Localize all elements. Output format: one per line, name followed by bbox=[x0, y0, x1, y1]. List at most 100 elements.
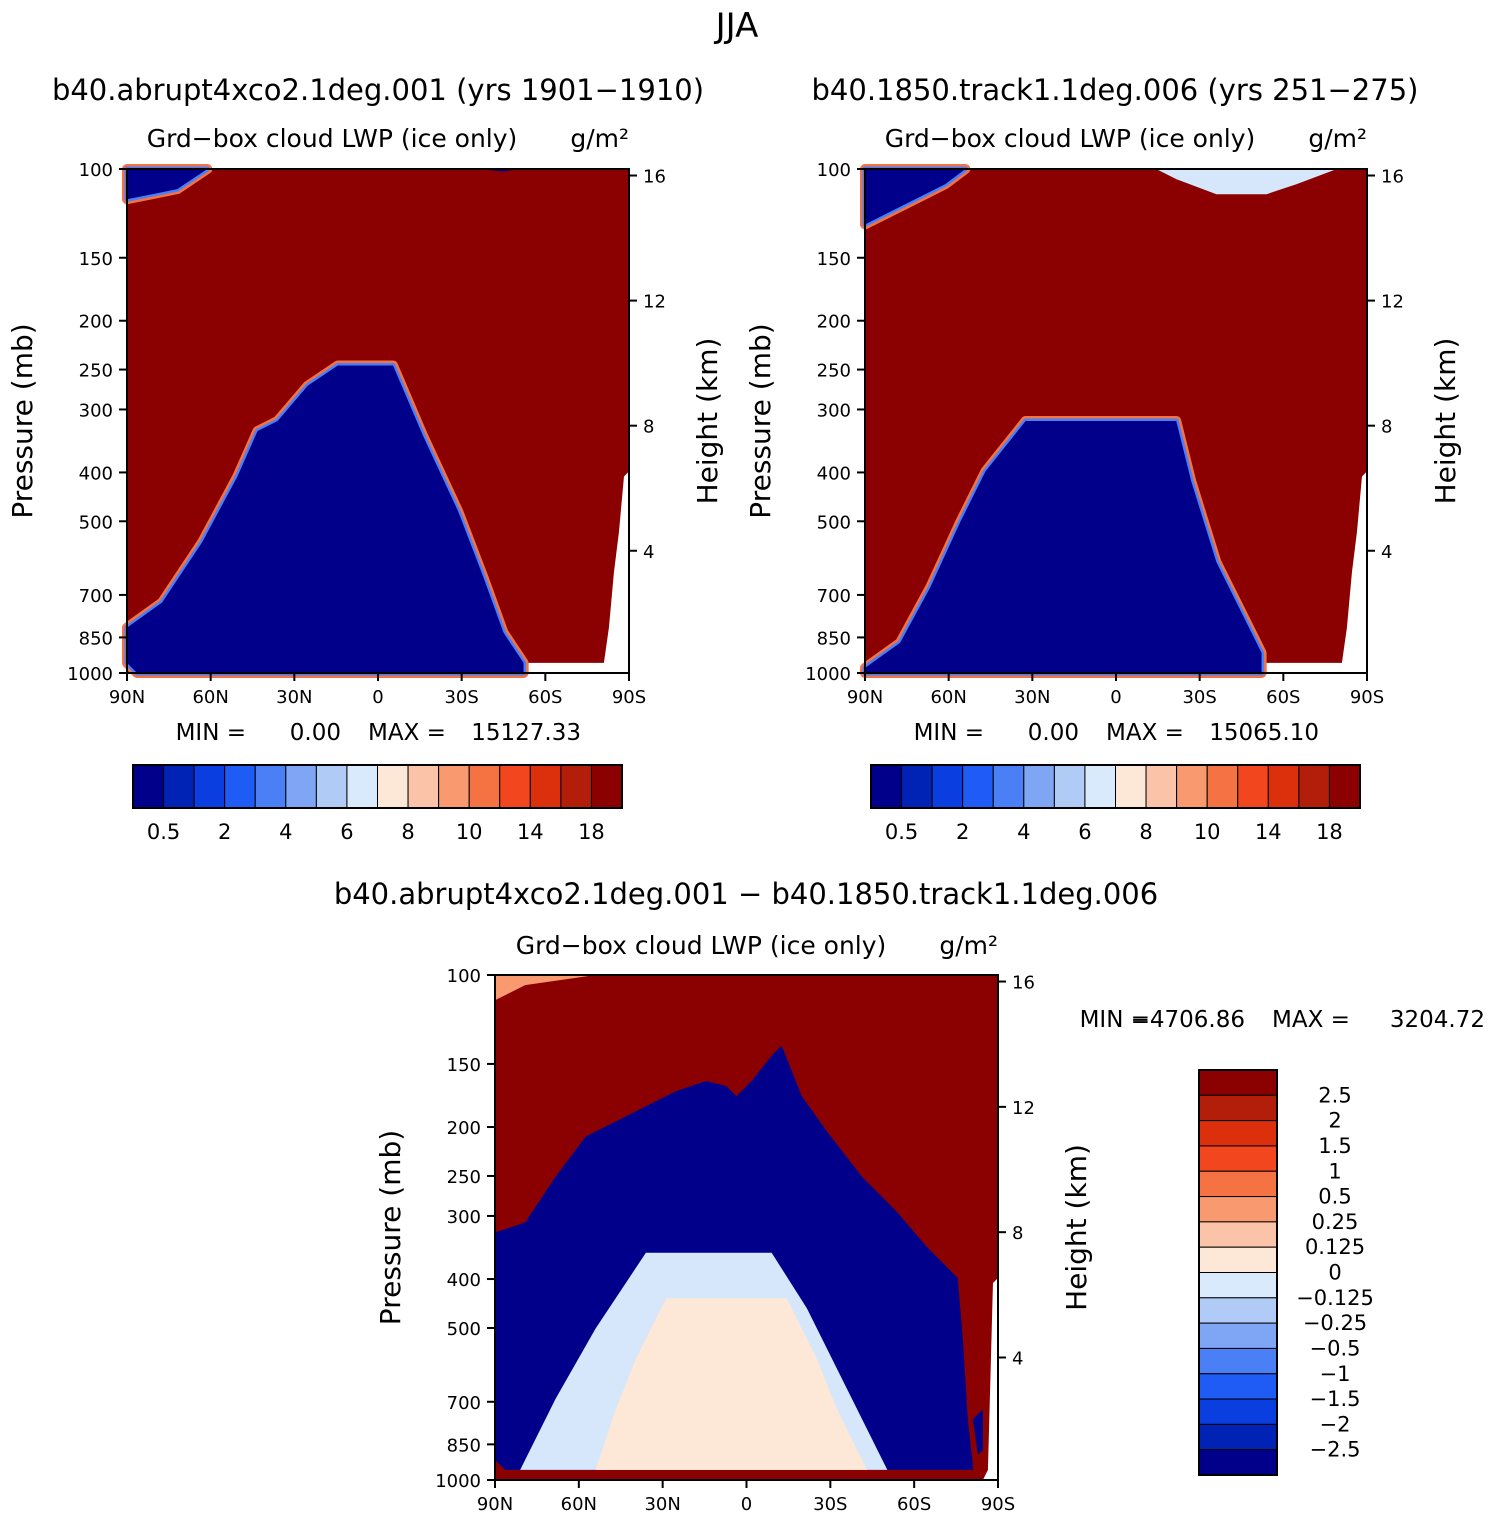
colorbar-swatch bbox=[992, 764, 1025, 809]
colorbar-swatch bbox=[1198, 1297, 1278, 1324]
colorbar-swatch bbox=[1198, 1246, 1278, 1273]
colorbar-swatch bbox=[438, 764, 470, 809]
field-region-dark_blue bbox=[865, 421, 1262, 673]
colorbar-swatch bbox=[315, 764, 348, 809]
colorbar-label: 10 bbox=[1194, 820, 1221, 844]
max-label: MAX = bbox=[1272, 1007, 1350, 1033]
colorbar-label: 14 bbox=[1255, 820, 1282, 844]
max-value: 15127.33 bbox=[471, 720, 581, 746]
x-tick-label: 30S bbox=[1182, 687, 1216, 708]
colorbar-label: −2.5 bbox=[1310, 1438, 1361, 1462]
height-tick-label: 12 bbox=[643, 292, 666, 313]
units-label: g/m² bbox=[939, 931, 998, 960]
y-tick-label: 1000 bbox=[67, 664, 113, 685]
height-tick-label: 8 bbox=[1012, 1223, 1023, 1244]
min-value: 0.00 bbox=[1028, 720, 1079, 746]
colorbar-swatch bbox=[1198, 1094, 1278, 1122]
x-tick-label: 0 bbox=[1110, 687, 1121, 708]
colorbar-swatch bbox=[1198, 1398, 1278, 1425]
x-tick-label: 30N bbox=[1014, 687, 1050, 708]
colorbar-label: 2 bbox=[956, 820, 969, 844]
y-tick-label: 500 bbox=[79, 512, 113, 533]
chart-panel-2: b40.1850.track1.1deg.006 (yrs 251−275) Gr… bbox=[744, 73, 1462, 844]
y-tick-label: 400 bbox=[817, 463, 851, 484]
y-tick-label: 250 bbox=[817, 361, 851, 382]
field-region-dark_blue bbox=[127, 169, 208, 200]
colorbar-swatch bbox=[901, 764, 933, 809]
colorbar-swatch bbox=[1084, 764, 1116, 809]
colorbar-label: 4 bbox=[279, 820, 292, 844]
field-missing-data bbox=[1266, 471, 1367, 673]
colorbar-swatch bbox=[1328, 764, 1361, 809]
chart-panel-1: b40.abrupt4xco2.1deg.001 (yrs 1901−1910)… bbox=[6, 73, 724, 844]
y-tick-label: 150 bbox=[447, 1055, 481, 1076]
height-tick-label: 8 bbox=[1381, 417, 1392, 438]
colorbar-label: −1 bbox=[1320, 1362, 1351, 1386]
y-axis-label: Pressure (mb) bbox=[374, 1130, 407, 1325]
max-value: 15065.10 bbox=[1209, 720, 1319, 746]
y-tick-label: 200 bbox=[817, 312, 851, 333]
height-tick-label: 4 bbox=[643, 542, 654, 563]
y-tick-label: 500 bbox=[817, 512, 851, 533]
y-tick-label: 100 bbox=[817, 160, 851, 181]
max-label: MAX = bbox=[1106, 720, 1184, 746]
colorbar-swatch bbox=[468, 764, 501, 809]
colorbar-swatch bbox=[407, 764, 440, 809]
colorbar-label: 18 bbox=[578, 820, 605, 844]
y-axis-label: Pressure (mb) bbox=[744, 323, 777, 518]
x-tick-label: 30S bbox=[444, 687, 478, 708]
field-region-peach bbox=[595, 1298, 868, 1470]
y-tick-label: 300 bbox=[817, 400, 851, 421]
colorbar-swatch bbox=[1198, 1423, 1278, 1451]
y-axis-label-right: Height (km) bbox=[1060, 1144, 1093, 1311]
y-tick-label: 150 bbox=[817, 249, 851, 270]
y-axis-label: Pressure (mb) bbox=[6, 323, 39, 518]
chart-title: b40.1850.track1.1deg.006 (yrs 251−275) bbox=[812, 73, 1419, 107]
colorbar-label: 0.5 bbox=[1318, 1185, 1351, 1209]
x-tick-label: 90N bbox=[847, 687, 883, 708]
min-label: MIN = bbox=[176, 720, 246, 746]
colorbar-label: 10 bbox=[456, 820, 483, 844]
colorbar-swatch bbox=[346, 764, 378, 809]
colorbar-swatch bbox=[1198, 1120, 1278, 1147]
chart-panel-3: b40.abrupt4xco2.1deg.001 − b40.1850.trac… bbox=[334, 877, 1485, 1515]
colorbar-swatch bbox=[1206, 764, 1239, 809]
x-tick-label: 90N bbox=[109, 687, 145, 708]
colorbar-swatch bbox=[1053, 764, 1086, 809]
height-tick-label: 4 bbox=[1012, 1349, 1023, 1370]
units-label: g/m² bbox=[1308, 124, 1367, 153]
colorbar-swatch bbox=[1115, 764, 1147, 809]
colorbar-label: 0.25 bbox=[1312, 1210, 1359, 1234]
x-tick-label: 30N bbox=[276, 687, 312, 708]
x-tick-label: 90S bbox=[981, 1494, 1015, 1515]
colorbar-label: 14 bbox=[517, 820, 544, 844]
height-tick-label: 16 bbox=[1012, 973, 1035, 994]
y-tick-label: 1000 bbox=[805, 664, 851, 685]
field-missing-data bbox=[982, 1278, 998, 1480]
colorbar-label: 1.5 bbox=[1318, 1134, 1351, 1158]
colorbar-swatch bbox=[285, 764, 317, 809]
y-tick-label: 850 bbox=[79, 628, 113, 649]
colorbar-swatch bbox=[931, 764, 964, 809]
colorbar-swatch bbox=[254, 764, 287, 809]
x-tick-label: 90S bbox=[1350, 687, 1384, 708]
min-max-readout: MIN =−4706.86 MAX = 3204.72 bbox=[1080, 1007, 1485, 1033]
chart-title: b40.abrupt4xco2.1deg.001 (yrs 1901−1910) bbox=[52, 73, 704, 107]
colorbar-swatch bbox=[1237, 764, 1269, 809]
colorbar-label: 6 bbox=[340, 820, 353, 844]
x-tick-label: 0 bbox=[741, 1494, 752, 1515]
x-tick-label: 60S bbox=[528, 687, 562, 708]
colorbar-label: 0 bbox=[1328, 1261, 1341, 1285]
y-tick-label: 500 bbox=[447, 1319, 481, 1340]
colorbar-swatch bbox=[193, 764, 226, 809]
field-region-sliver bbox=[972, 1409, 983, 1455]
colorbar-label: 8 bbox=[1139, 820, 1152, 844]
colorbar-swatch bbox=[377, 764, 409, 809]
colorbar: 0.5 2 4 6 8 10 14 18 bbox=[132, 764, 623, 844]
chart-subtitle: Grd−box cloud LWP (ice only) bbox=[147, 124, 518, 153]
y-tick-label: 200 bbox=[447, 1118, 481, 1139]
y-tick-label: 850 bbox=[447, 1435, 481, 1456]
height-tick-label: 16 bbox=[643, 167, 666, 188]
colorbar-label: 0.5 bbox=[885, 820, 918, 844]
